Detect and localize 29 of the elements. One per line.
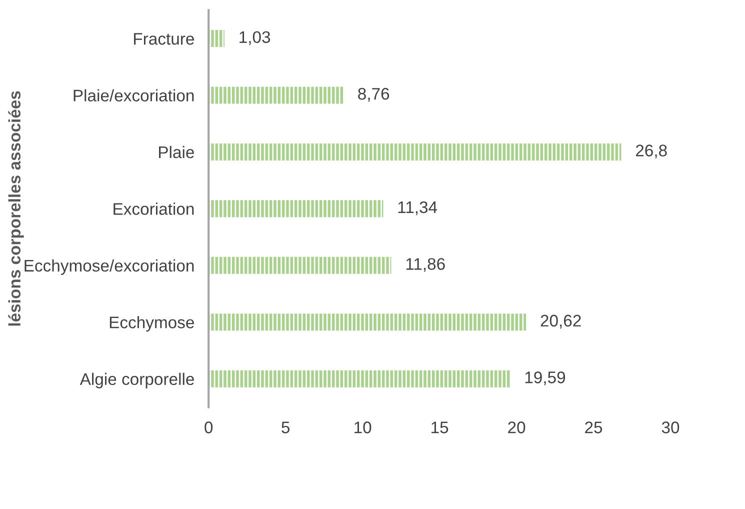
y-tick-label: Plaie	[159, 146, 194, 158]
bar	[208, 200, 384, 218]
bar	[208, 143, 622, 160]
x-tick-label: 30	[662, 422, 680, 434]
bar	[208, 256, 392, 274]
y-tick-label: Ecchymose/excoriation	[24, 259, 194, 275]
data-label: 11,86	[406, 258, 445, 272]
data-label: 8,76	[358, 88, 390, 102]
data-label: 20,62	[540, 314, 581, 329]
x-tick-label: 10	[354, 422, 372, 434]
y-tick-label: Fracture	[134, 33, 194, 45]
x-tick-label: 25	[585, 422, 602, 434]
x-tick-label: 5	[282, 422, 290, 434]
y-tick-label: Algie corporelle	[80, 372, 194, 388]
bar	[208, 30, 224, 48]
x-tick-label: 15	[432, 422, 448, 434]
data-label: 19,59	[525, 372, 566, 386]
data-label: 26,8	[636, 144, 667, 158]
data-label: 1,03	[240, 31, 270, 45]
bar	[208, 314, 526, 331]
bar	[208, 86, 344, 104]
y-tick-label: Plaie/excoriation	[74, 89, 194, 102]
x-tick-label: 20	[508, 422, 526, 434]
y-tick-label: Ecchymose	[110, 316, 194, 332]
data-label: 11,34	[398, 201, 438, 216]
x-tick-label: 0	[204, 422, 213, 434]
y-axis-title: lésions corporelles associées	[8, 91, 24, 326]
bar	[208, 370, 510, 388]
y-tick-label: Excoriation	[114, 202, 194, 215]
